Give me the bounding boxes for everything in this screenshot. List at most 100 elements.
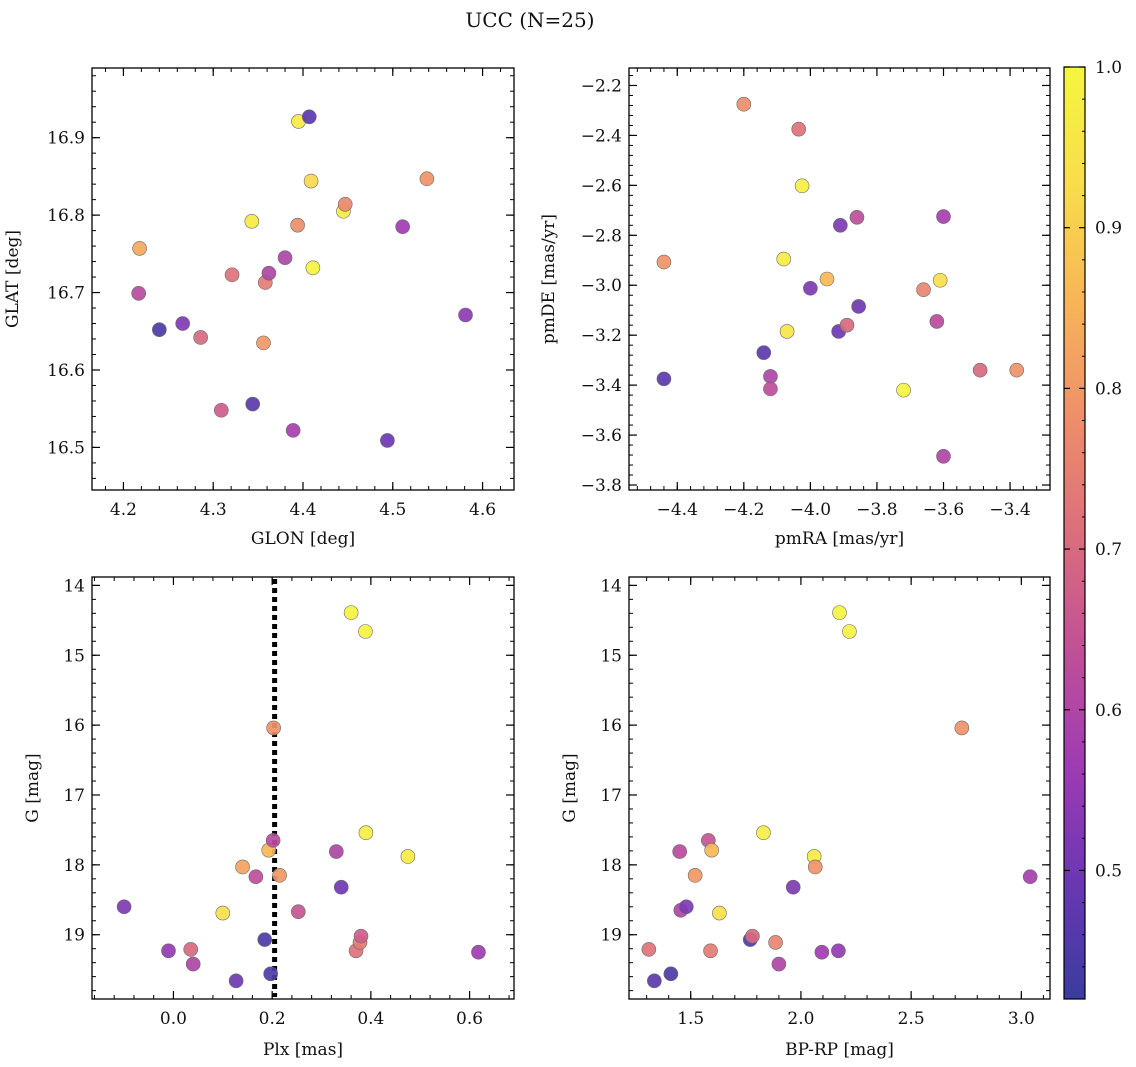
x-tick-label: 0.0 [160,1009,187,1029]
data-point [333,879,349,895]
data-point [663,966,679,982]
data-point [161,943,176,959]
x-tick-label: −3.4 [989,500,1030,520]
data-point [794,178,810,194]
x-tick-label: 4.5 [379,500,406,520]
y-tick-label: 19 [600,926,622,946]
data-point [929,314,945,329]
data-point [779,324,795,339]
data-point [291,904,306,919]
data-point [763,381,778,397]
data-point [152,322,167,338]
y-tick-label: 16.7 [47,284,85,304]
y-tick-label: 16 [63,716,85,736]
data-point [343,605,359,620]
data-point [839,317,855,333]
y-tick-label: 15 [600,646,622,666]
data-point [329,844,344,859]
data-point [266,720,281,736]
y-axis-label: G [mag] [23,753,43,822]
panel-glon-glat: 4.2 4.3 4.4 4.5 4.6 16.5 16.6 16.7 16.8 16.9 GLON … [3,67,515,549]
y-tick-label: 16.6 [47,361,85,381]
y-tick-label: −3.4 [581,376,622,396]
x-tick-label: 1.5 [677,1009,704,1029]
data-point [224,267,240,283]
colorbar-tick-label: 0.7 [1095,540,1122,560]
data-point [419,171,435,187]
data-point [785,879,801,895]
data-point [936,448,951,464]
x-tick-label: 2.5 [898,1009,925,1029]
x-tick-label: 4.6 [469,500,496,520]
x-axis-label: BP-RP [mag] [785,1040,894,1060]
y-tick-label: −3.6 [581,426,622,446]
data-point [831,943,846,959]
y-tick-label: −2.6 [581,176,622,196]
data-point [256,335,271,351]
data-point [771,956,787,972]
data-point [358,825,374,841]
y-axis-label: pmDE [mas/yr] [539,214,559,344]
y-tick-label: 14 [63,576,85,596]
data-point [703,943,718,959]
data-point [265,833,281,848]
data-point [842,624,857,639]
data-point [656,254,672,270]
y-tick-label: 14 [600,576,622,596]
data-point [641,942,657,957]
y-tick-label: −3.0 [581,276,622,296]
data-point [819,271,835,287]
data-point [337,196,353,212]
data-point [954,720,970,736]
data-point [458,307,473,323]
data-point [248,869,264,885]
data-point [807,859,823,875]
data-point [303,173,319,189]
data-point [400,849,416,864]
x-tick-label: 0.6 [456,1009,483,1029]
data-point [851,299,866,314]
y-tick-label: 16 [600,716,622,736]
data-point [896,382,911,398]
data-point [803,280,818,296]
data-point [305,260,321,276]
data-point [745,928,760,944]
data-point [380,433,395,448]
y-tick-label: 16.5 [47,438,85,458]
plot-area-frame [628,576,1051,1000]
data-point [849,210,865,225]
y-tick-label: 16.9 [47,129,85,149]
figure-title: UCC (N=25) [465,8,594,32]
y-tick-label: 18 [600,856,622,876]
y-tick-label: 17 [600,786,622,806]
data-point [936,209,951,224]
data-point [687,868,703,883]
x-tick-label: 0.2 [259,1009,286,1029]
data-point [175,316,190,331]
y-tick-label: −3.8 [581,476,622,496]
data-point [756,825,771,841]
y-tick-label: 17 [63,786,85,806]
x-tick-label: 4.3 [200,500,227,520]
data-point [235,859,250,875]
data-point [116,899,132,915]
colorbar-tick-label: 0.5 [1095,861,1122,881]
y-tick-label: −2.2 [581,76,622,96]
data-point [290,217,305,233]
x-tick-label: −4.0 [790,500,831,520]
y-tick-label: 18 [63,856,85,876]
x-tick-label: 3.0 [1008,1009,1035,1029]
x-tick-label: 2.0 [787,1009,814,1029]
panel-pmra-pmde: −4.4 −4.2 −4.0 −3.8 −3.6 −3.4 −3.8 −3.6 −3.4 −3.2… [539,67,1051,549]
data-point [215,905,231,921]
y-tick-label: −2.4 [581,126,622,146]
x-tick-label: 4.2 [110,500,137,520]
data-point [791,121,807,137]
data-point [736,96,752,112]
data-point [1009,362,1025,378]
y-tick-label: 19 [63,926,85,946]
data-point [704,842,719,858]
y-tick-label: −2.8 [581,226,622,246]
plot-area-frame [91,67,515,491]
